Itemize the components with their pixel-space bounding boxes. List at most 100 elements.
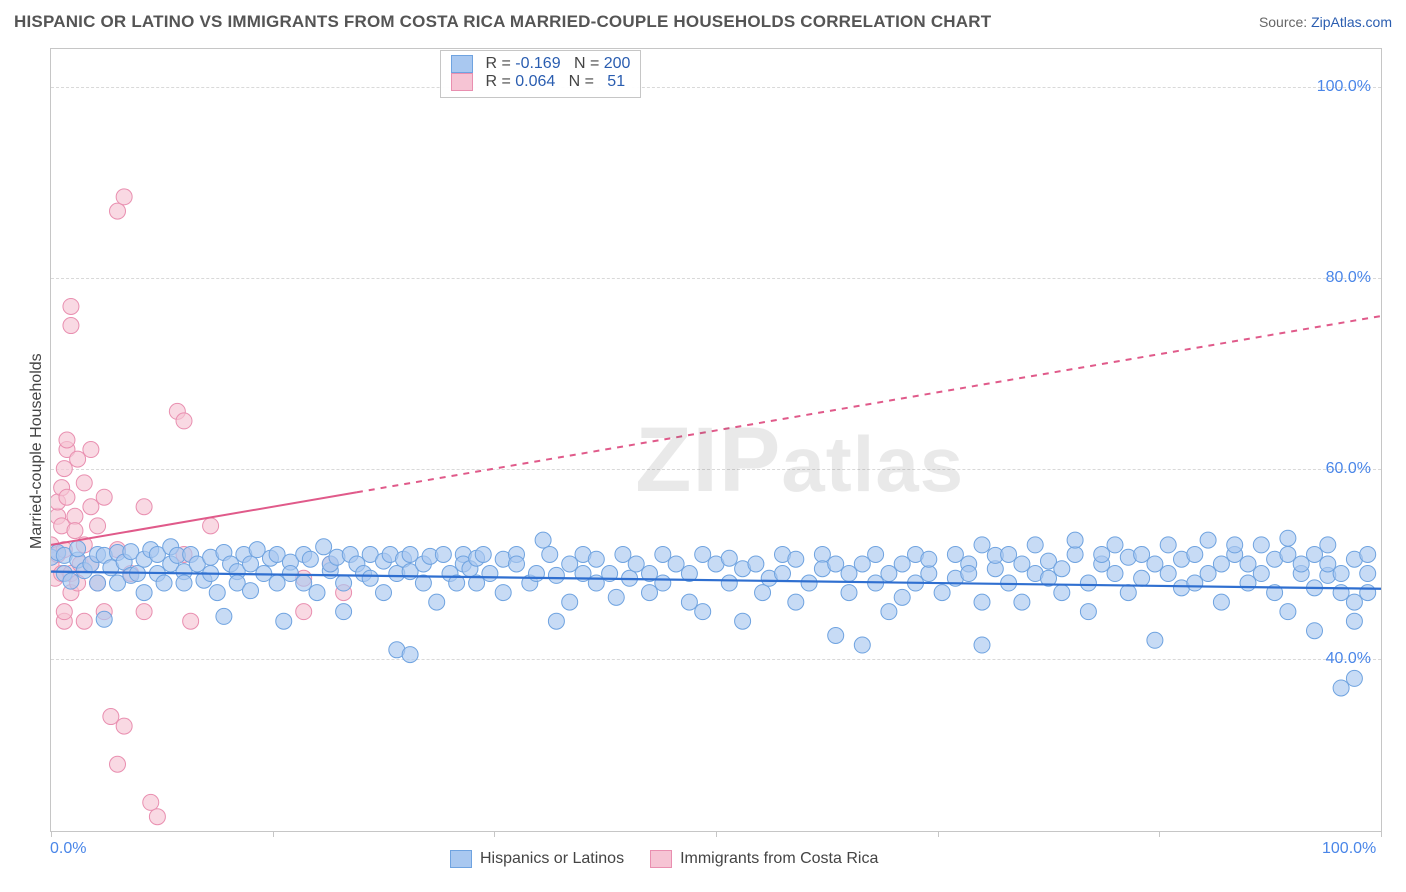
data-point [801,575,817,591]
data-point [1187,546,1203,562]
data-point [296,604,312,620]
data-point [1240,556,1256,572]
data-point [775,566,791,582]
data-point [1213,556,1229,572]
data-point [76,613,92,629]
data-point [588,575,604,591]
data-point [615,546,631,562]
data-point [176,575,192,591]
data-point [1147,556,1163,572]
data-point [429,594,445,610]
plot-svg [51,49,1381,831]
data-point [103,709,119,725]
data-point [1346,594,1362,610]
data-point [854,556,870,572]
x-tick [1159,831,1160,837]
data-point [748,556,764,572]
data-point [628,556,644,572]
data-point [841,585,857,601]
chart-title: HISPANIC OR LATINO VS IMMIGRANTS FROM CO… [14,12,991,32]
x-tick [494,831,495,837]
data-point [376,585,392,601]
data-point [1320,556,1336,572]
data-point [1054,585,1070,601]
data-point [1080,604,1096,620]
data-point [90,518,106,534]
data-point [588,551,604,567]
data-point [136,585,152,601]
legend-item: Immigrants from Costa Rica [650,850,878,868]
data-point [974,537,990,553]
data-point [642,585,658,601]
data-point [528,566,544,582]
data-point [881,566,897,582]
data-point [1134,570,1150,586]
data-point [947,546,963,562]
data-point [1107,537,1123,553]
data-point [854,637,870,653]
data-point [1067,532,1083,548]
data-point [1240,575,1256,591]
legend-swatch [450,850,472,868]
data-point [814,546,830,562]
data-point [788,551,804,567]
data-point [655,575,671,591]
data-point [894,589,910,605]
legend-row: R = 0.064 N = 51 [451,73,630,91]
data-point [136,499,152,515]
data-point [868,546,884,562]
data-point [63,573,79,589]
data-point [316,539,332,555]
data-point [1120,585,1136,601]
data-point [110,203,126,219]
data-point [668,556,684,572]
data-point [402,546,418,562]
data-point [1200,566,1216,582]
data-point [336,575,352,591]
data-point [56,461,72,477]
x-tick [51,831,52,837]
data-point [1107,566,1123,582]
y-axis-title: Married-couple Households [28,353,46,549]
data-point [1094,546,1110,562]
legend-label: Hispanics or Latinos [480,850,624,868]
data-point [961,566,977,582]
data-point [63,298,79,314]
data-point [894,556,910,572]
data-point [63,318,79,334]
data-point [76,475,92,491]
data-point [116,189,132,205]
data-point [482,566,498,582]
data-point [149,809,165,825]
data-point [548,567,564,583]
correlation-legend: R = -0.169 N = 200 R = 0.064 N = 51 [440,50,641,98]
x-tick [1381,831,1382,837]
x-axis-max-label: 100.0% [1322,840,1376,858]
data-point [1360,546,1376,562]
data-point [974,637,990,653]
x-tick [273,831,274,837]
data-point [1253,566,1269,582]
data-point [1187,575,1203,591]
data-point [1227,537,1243,553]
data-point [96,489,112,505]
data-point [1160,537,1176,553]
data-point [475,546,491,562]
data-point [535,532,551,548]
legend-swatch [451,55,473,73]
data-point [243,556,259,572]
data-point [1001,546,1017,562]
data-point [282,566,298,582]
legend-swatch [650,850,672,868]
data-point [70,541,86,557]
data-point [116,718,132,734]
data-point [495,585,511,601]
data-point [695,546,711,562]
source-prefix: Source: [1259,14,1311,30]
data-point [83,442,99,458]
source-link[interactable]: ZipAtlas.com [1311,14,1392,30]
data-point [755,585,771,601]
data-point [828,556,844,572]
data-point [735,613,751,629]
data-point [695,604,711,620]
